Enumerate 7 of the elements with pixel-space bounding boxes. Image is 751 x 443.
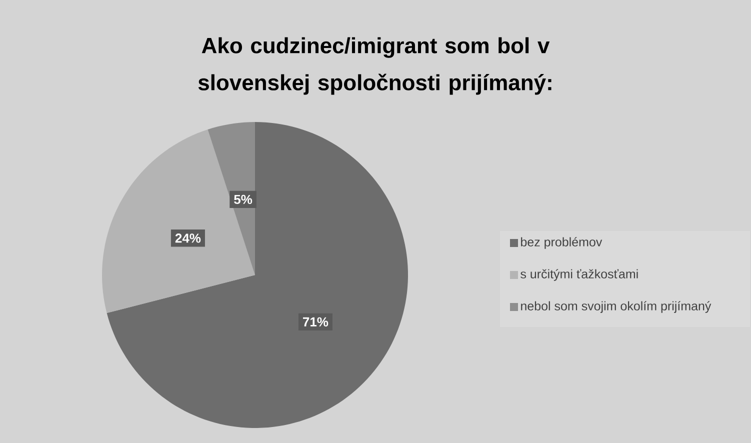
data-label: 5% xyxy=(234,194,252,204)
legend-label: s určitými ťažkosťami xyxy=(520,269,638,281)
data-label: 24% xyxy=(175,234,201,243)
chart-title: Ako cudzinec/imigrant som bol v slovenskej spoločnosti prijímaný: xyxy=(198,37,552,95)
legend-label: bez problémov xyxy=(521,237,602,249)
legend-label: nebol som svojim okolím prijímaný xyxy=(521,301,712,313)
data-label: 71% xyxy=(303,317,328,326)
